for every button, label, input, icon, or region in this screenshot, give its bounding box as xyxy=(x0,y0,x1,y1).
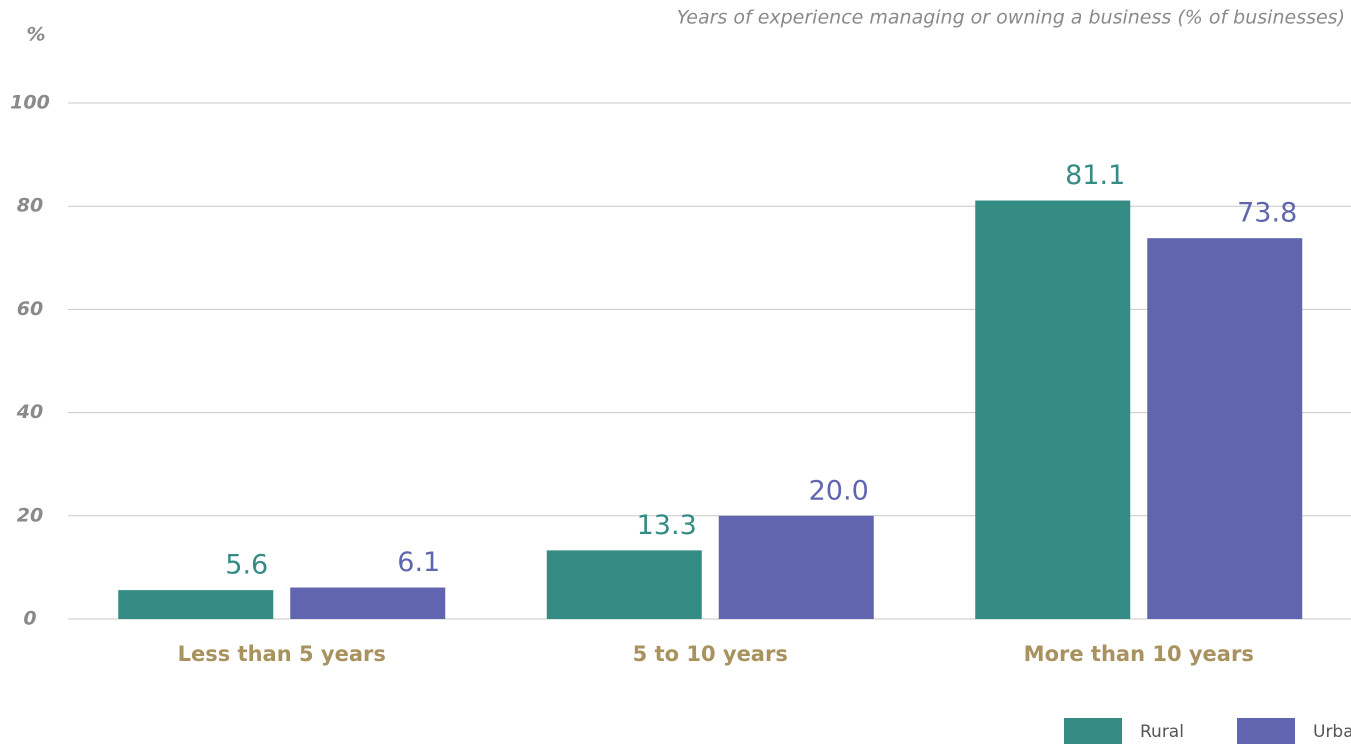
bar xyxy=(118,590,274,619)
x-tick-label: 5 to 10 years xyxy=(633,642,788,666)
chart-title: Years of experience managing or owning a… xyxy=(677,7,1345,29)
value-label: 13.3 xyxy=(637,510,697,541)
legend-label: Urban xyxy=(1313,722,1351,742)
value-label: 81.1 xyxy=(1065,160,1125,191)
y-tick-label: 20 xyxy=(17,504,43,526)
bar xyxy=(290,587,446,619)
value-label: 5.6 xyxy=(225,550,268,581)
y-tick-label: 40 xyxy=(16,401,43,423)
value-label: 73.8 xyxy=(1237,198,1297,229)
bar xyxy=(718,515,874,619)
x-tick-label: More than 10 years xyxy=(1024,642,1254,666)
x-tick-label: Less than 5 years xyxy=(178,642,386,666)
y-axis-label: % xyxy=(26,24,45,46)
bar xyxy=(1147,238,1303,619)
legend-label: Rural xyxy=(1140,722,1184,742)
y-tick-label: 100 xyxy=(10,92,50,114)
y-tick-label: 80 xyxy=(17,195,43,217)
legend-swatch xyxy=(1237,718,1295,744)
legend-swatch xyxy=(1064,718,1122,744)
y-tick-label: 60 xyxy=(17,298,43,320)
y-tick-label: 0 xyxy=(23,608,36,630)
bar xyxy=(546,550,702,619)
bar xyxy=(975,200,1131,620)
value-label: 6.1 xyxy=(397,547,440,578)
value-label: 20.0 xyxy=(809,475,869,506)
